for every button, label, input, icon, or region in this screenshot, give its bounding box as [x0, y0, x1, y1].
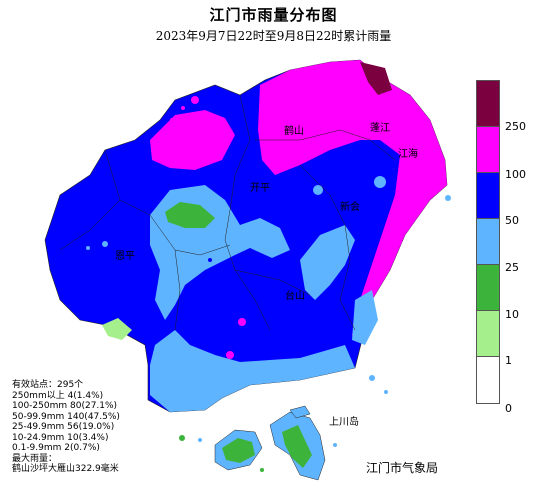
island-xiachuan-green: [222, 438, 255, 463]
islet: [198, 438, 202, 442]
islet: [369, 375, 375, 381]
place-label-kaiping: 开平: [250, 183, 270, 194]
island-shangchuan-green: [282, 425, 312, 468]
rain-dot: [445, 195, 451, 201]
rain-dot: [191, 96, 199, 104]
stats-line: 100-250mm 80(27.1%): [12, 401, 118, 411]
legend-tick-label: 0: [505, 402, 512, 415]
stats-line: 250mm以上 4(1.4%): [12, 390, 104, 401]
legend-colorbar: [476, 80, 500, 404]
map-subtitle: 2023年9月7日22时至9月8日22时累计雨量: [155, 29, 392, 43]
legend-band: [477, 81, 499, 127]
island-small: [289, 405, 311, 419]
legend-band: [477, 173, 499, 219]
legend-tick-label: 50: [505, 214, 519, 227]
stats-line: 50-99.9mm 140(47.5%): [12, 411, 120, 422]
place-label-shangchuan: 上川岛: [329, 417, 359, 428]
legend-band: [477, 311, 499, 357]
islet: [179, 435, 185, 441]
region-lightblue-e: [300, 225, 355, 300]
stats-line: 25-49.9mm 56(19.0%): [12, 422, 115, 432]
legend-tick-label: 1: [505, 354, 512, 367]
rain-dot: [313, 185, 323, 195]
place-label-taishan: 台山: [285, 291, 305, 302]
rain-dot: [170, 118, 174, 122]
legend-band: [477, 357, 499, 403]
rain-dot: [102, 241, 108, 247]
legend-band: [477, 219, 499, 265]
stats-line: 鹤山沙坪大雁山322.9毫米: [12, 464, 119, 474]
stats-line: 10-24.9mm 10(3.4%): [12, 432, 109, 443]
region-green: [165, 202, 215, 228]
islet: [333, 443, 337, 447]
rain-dot: [374, 176, 386, 188]
rain-dot: [226, 351, 234, 359]
stats-line: 0.1-9.9mm 2(0.7%): [12, 443, 100, 453]
region-magenta-ne: [258, 60, 447, 340]
region-lightblue-se: [352, 290, 378, 345]
legend-tick-label: 250: [505, 120, 526, 133]
rain-dot: [86, 246, 90, 250]
stats-line: 有效站点：295个: [12, 380, 84, 390]
station-stats: 有效站点：295个 250mm以上 4(1.4%) 100-250mm 80(27.…: [12, 380, 120, 475]
place-label-xinhui: 新会: [340, 202, 360, 213]
place-label-pengjiang: 蓬江: [370, 123, 390, 134]
region-magenta-n: [150, 110, 235, 170]
legend-tick-label: 100: [505, 168, 526, 181]
legend-band: [477, 127, 499, 173]
place-label-heshan: 鹤山: [284, 126, 304, 137]
legend-band: [477, 265, 499, 311]
region-lightblue-s: [150, 330, 355, 412]
rain-dot: [181, 106, 185, 110]
region-maroon: [360, 62, 392, 95]
rain-dot: [238, 318, 246, 326]
rain-dot: [405, 109, 411, 115]
agency-label: 江门市气象局: [366, 461, 439, 475]
place-label-enping: 恩平: [115, 251, 135, 262]
place-label-jianghai: 江海: [398, 149, 418, 160]
islet: [384, 390, 388, 394]
rain-dot: [208, 258, 212, 262]
stats-line: 最大雨量：: [12, 453, 58, 464]
legend-tick-label: 10: [505, 308, 519, 321]
legend-tick-label: 25: [505, 261, 519, 274]
map-title: 江门市雨量分布图: [209, 6, 338, 24]
region-lightgreen-sw: [102, 318, 132, 340]
islet: [260, 468, 264, 472]
